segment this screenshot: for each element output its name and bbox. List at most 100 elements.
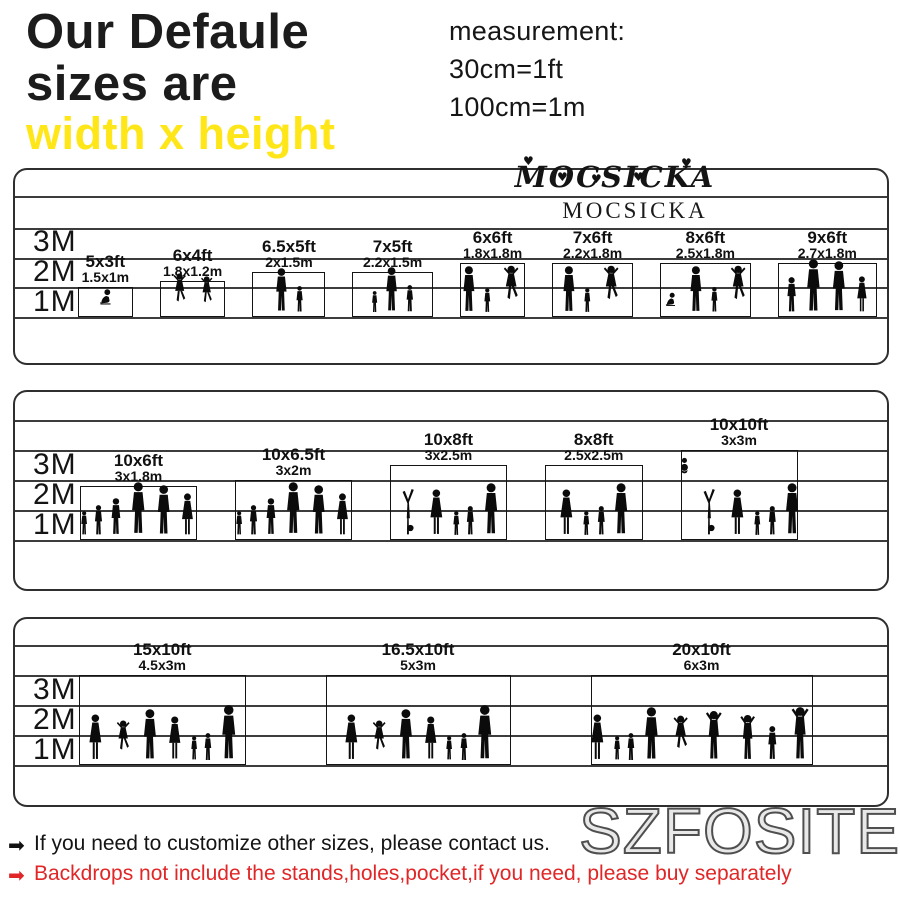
family-silhouette-group [390, 483, 507, 536]
man-silhouette-icon [832, 261, 845, 311]
title-line-2: sizes are [26, 57, 238, 111]
size-box-6.5x5ft [252, 272, 326, 317]
child-silhouette-icon [460, 732, 467, 760]
measurement-label: measurement: [449, 16, 626, 46]
man-silhouette-icon [690, 265, 702, 311]
size-label: 6.5x5ft 2x1.5m [222, 238, 355, 270]
heart-icon: ♥ [633, 170, 646, 184]
size-label-ft: 5x3ft [85, 252, 126, 271]
child-silhouette-icon [484, 287, 491, 312]
child-silhouette-icon [204, 732, 212, 760]
gridline [15, 510, 887, 512]
size-box-9x6ft [778, 263, 877, 317]
dancer-silhouette-icon [503, 265, 519, 300]
dancer-silhouette-icon [730, 265, 746, 300]
size-label-ft: 6x4ft [172, 246, 213, 265]
size-label-ft: 9x6ft [807, 228, 848, 247]
size-chart-panel-small-sizes: 3M 2M 1M 5x3ft 1.5x1m 6x4ft 1.8x1.2m 6.5x5ft 2x1… [13, 168, 889, 365]
man-silhouette-icon [807, 259, 820, 311]
child-silhouette-icon [81, 511, 87, 535]
axis-label-1m: 1M [33, 733, 77, 766]
man-silhouette-icon [312, 485, 325, 534]
gridline [15, 317, 887, 319]
arrow-icon: ➡ [8, 835, 25, 857]
size-box-20x10ft [590, 675, 813, 765]
size-label-ft: 10x6.5ft [261, 445, 326, 464]
subtitle-width-x-height: width x height [26, 108, 336, 159]
family-silhouette-group [545, 483, 643, 536]
woman-silhouette-icon [731, 489, 744, 534]
child-silhouette-icon [406, 285, 414, 312]
gridline [15, 196, 887, 198]
child-silhouette-icon [190, 736, 197, 760]
measurement-line-1: 30cm=1ft [449, 54, 564, 84]
tumble-silhouette-icon [680, 457, 688, 473]
family-silhouette-group [552, 264, 632, 313]
axis-label-3m: 3M [33, 225, 77, 258]
man-silhouette-icon [132, 482, 145, 534]
gridline [15, 645, 887, 647]
family-silhouette-group [660, 264, 751, 313]
size-label: 8x8ft 2.5x2.5m [515, 431, 673, 463]
armsup-silhouette-icon [791, 707, 809, 759]
size-label-m: 1.5x1m [81, 269, 130, 285]
brand-logo-script: MOCSICKA ♥ ♥ ♥ ♥ ♥ [495, 154, 735, 194]
woman-silhouette-icon [89, 714, 102, 759]
man-silhouette-icon [399, 709, 412, 759]
woman-silhouette-icon [345, 714, 358, 759]
acrobat-silhouette-icon [402, 489, 414, 535]
man-silhouette-icon [144, 709, 157, 759]
gridline [15, 258, 887, 260]
size-label: 10x10ft 3x3m [651, 416, 828, 448]
size-box-6x4ft [159, 281, 226, 317]
size-label-m: 2.5x1.8m [675, 245, 735, 261]
woman-silhouette-icon [169, 716, 181, 759]
family-silhouette-group [460, 264, 526, 313]
man-silhouette-icon [477, 705, 491, 759]
size-label: 16.5x10ft 5x3m [296, 641, 541, 673]
axis-label-3m: 3M [33, 448, 77, 481]
size-chart-panel-medium-sizes: 3M 2M 1M 10x6ft 3x1.8m 10x6.5ft 3x2m 10x8ft 3x2.… [13, 390, 889, 591]
dancer-silhouette-icon [116, 719, 130, 750]
man-silhouette-icon [484, 483, 497, 534]
child-silhouette-icon [597, 506, 605, 535]
man-silhouette-icon [563, 265, 575, 311]
man-silhouette-icon [645, 707, 658, 759]
size-label-ft: 7x6ft [572, 228, 613, 247]
heart-icon: ♥ [523, 154, 536, 168]
heart-icon: ♥ [591, 172, 604, 186]
size-label-m: 3x3m [721, 432, 757, 448]
size-label-ft: 6.5x5ft [262, 237, 316, 256]
child-silhouette-icon [446, 736, 453, 760]
man-silhouette-icon [386, 267, 397, 311]
size-box-16.5x10ft [325, 675, 511, 765]
child-silhouette-icon [266, 498, 276, 535]
size-box-6x6ft [459, 263, 526, 317]
axis-label-2m: 2M [33, 478, 77, 511]
child-silhouette-icon [296, 286, 303, 312]
family-silhouette-group [235, 482, 352, 536]
measurement-block: measurement: 30cm=1ft 100cm=1m [449, 12, 625, 126]
size-label-ft: 8x6ft [685, 228, 726, 247]
man-silhouette-icon [276, 268, 287, 311]
size-label-ft: 6x6ft [472, 228, 513, 247]
title-line-1: Our Defaule [26, 5, 310, 59]
gridline [15, 735, 887, 737]
size-label: 9x6ft 2.7x1.8m [748, 229, 900, 261]
size-box-5x3ft [78, 287, 133, 317]
size-box-7x6ft [552, 263, 633, 317]
page-title: Our Defaule sizes are [26, 6, 309, 110]
size-label-m: 5x3m [400, 657, 436, 673]
size-label-m: 3x2m [275, 462, 312, 478]
size-label: 5x3ft 1.5x1m [48, 253, 163, 285]
size-label-ft: 16.5x10ft [381, 640, 455, 659]
gridline [15, 228, 887, 230]
size-label: 15x10ft 4.5x3m [49, 641, 276, 673]
gridline [15, 450, 887, 452]
child-silhouette-icon [371, 291, 377, 312]
size-label: 10x8ft 3x2.5m [360, 431, 537, 463]
acrobat-silhouette-icon [704, 489, 716, 535]
gridline [15, 480, 887, 482]
man-silhouette-icon [157, 485, 170, 534]
